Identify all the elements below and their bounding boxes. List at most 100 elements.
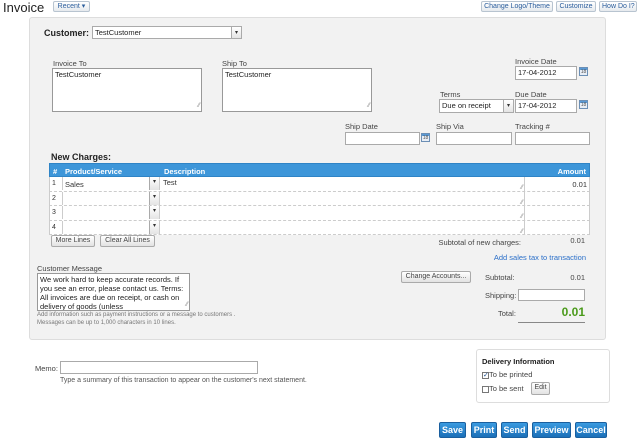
charge-row: 4 ▾ ⁄⁄ bbox=[49, 220, 590, 235]
invoice-to-textarea[interactable]: TestCustomer ⁄⁄ bbox=[52, 68, 202, 112]
subtotal-value: 0.01 bbox=[570, 273, 585, 282]
change-accounts-button[interactable]: Change Accounts... bbox=[401, 271, 471, 283]
due-date-label: Due Date bbox=[515, 90, 547, 99]
customer-message-value: We work hard to keep accurate records. I… bbox=[40, 275, 184, 311]
charges-table-header: # Product/Service Description Amount bbox=[49, 163, 590, 177]
memo-input[interactable] bbox=[60, 361, 258, 374]
print-button[interactable]: Print bbox=[471, 422, 497, 438]
charge-row: 3 ▾ ⁄⁄ bbox=[49, 206, 590, 221]
chevron-down-icon[interactable]: ▾ bbox=[503, 100, 513, 112]
ship-to-textarea[interactable]: TestCustomer ⁄⁄ bbox=[222, 68, 372, 112]
resize-grip-icon[interactable]: ⁄⁄ bbox=[520, 228, 523, 235]
customer-value: TestCustomer bbox=[95, 28, 142, 37]
ship-via-input[interactable] bbox=[436, 132, 512, 145]
customer-message-label: Customer Message bbox=[37, 264, 103, 273]
message-help-1: Add information such as payment instruct… bbox=[37, 312, 236, 318]
customer-label: Customer: bbox=[44, 28, 90, 38]
product-value: Sales bbox=[65, 180, 84, 189]
tracking-input[interactable] bbox=[515, 132, 590, 145]
chevron-down-icon[interactable]: ▾ bbox=[149, 206, 159, 219]
page-title: Invoice bbox=[3, 0, 45, 15]
to-be-sent-option[interactable]: To be sent bbox=[482, 384, 524, 393]
resize-grip-icon[interactable]: ⁄⁄ bbox=[520, 185, 523, 191]
chevron-down-icon[interactable]: ▾ bbox=[149, 177, 159, 190]
resize-grip-icon[interactable]: ⁄⁄ bbox=[520, 214, 523, 220]
delivery-info-box: Delivery Information ✓To be printed To b… bbox=[476, 349, 610, 403]
col-product: Product/Service bbox=[65, 167, 123, 176]
ship-via-label: Ship Via bbox=[436, 122, 464, 131]
send-button[interactable]: Send bbox=[501, 422, 528, 438]
delivery-title: Delivery Information bbox=[482, 357, 555, 366]
col-description: Description bbox=[164, 167, 206, 176]
amount-input[interactable] bbox=[525, 221, 590, 235]
to-be-sent-checkbox[interactable] bbox=[482, 385, 489, 393]
description-value: Test bbox=[163, 178, 177, 187]
terms-value: Due on receipt bbox=[442, 101, 491, 110]
new-charges-title: New Charges: bbox=[51, 152, 112, 162]
memo-label: Memo: bbox=[35, 364, 58, 373]
product-select[interactable]: Sales ▾ bbox=[62, 177, 160, 190]
terms-label: Terms bbox=[440, 90, 461, 99]
row-number: 2 bbox=[52, 194, 56, 202]
memo-help: Type a summary of this transaction to ap… bbox=[60, 377, 307, 384]
how-do-i-button[interactable]: How Do I? bbox=[599, 1, 637, 12]
chevron-down-icon[interactable]: ▾ bbox=[231, 27, 241, 38]
subtotal-label: Subtotal: bbox=[485, 273, 515, 282]
ship-to-label: Ship To bbox=[222, 59, 247, 68]
more-lines-button[interactable]: More Lines bbox=[51, 235, 95, 247]
cancel-button[interactable]: Cancel bbox=[575, 422, 607, 438]
chevron-down-icon[interactable]: ▾ bbox=[149, 220, 159, 234]
invoice-date-input[interactable]: 17-04-2012 bbox=[515, 66, 577, 80]
product-select[interactable]: ▾ bbox=[62, 220, 160, 234]
recent-button[interactable]: Recent ▾ bbox=[53, 1, 90, 12]
customize-button[interactable]: Customize bbox=[556, 1, 596, 12]
total-label: Total: bbox=[498, 309, 516, 318]
add-sales-tax-link[interactable]: Add sales tax to transaction bbox=[493, 253, 586, 262]
resize-grip-icon[interactable]: ⁄⁄ bbox=[185, 302, 188, 308]
due-date-input[interactable]: 17-04-2012 bbox=[515, 99, 577, 113]
description-textarea[interactable]: ⁄⁄ bbox=[161, 220, 525, 235]
shipping-label: Shipping: bbox=[485, 291, 517, 300]
calendar-icon[interactable]: 18 bbox=[579, 67, 588, 76]
chevron-down-icon[interactable]: ▾ bbox=[149, 191, 159, 205]
resize-grip-icon[interactable]: ⁄⁄ bbox=[197, 103, 200, 109]
subtotal-new-charges-value: 0.01 bbox=[570, 236, 585, 245]
to-be-sent-label: To be sent bbox=[489, 384, 524, 393]
preview-button[interactable]: Preview bbox=[532, 422, 571, 438]
save-button[interactable]: Save bbox=[439, 422, 466, 438]
charge-row: 2 ▾ ⁄⁄ bbox=[49, 191, 590, 206]
description-textarea[interactable]: Test ⁄⁄ bbox=[161, 177, 525, 191]
calendar-icon[interactable]: 18 bbox=[579, 100, 588, 109]
shipping-input[interactable] bbox=[518, 289, 585, 301]
ship-date-label: Ship Date bbox=[345, 122, 378, 131]
description-textarea[interactable]: ⁄⁄ bbox=[161, 206, 525, 220]
change-logo-theme-button[interactable]: Change Logo/Theme bbox=[481, 1, 553, 12]
customer-select[interactable]: TestCustomer ▾ bbox=[92, 26, 242, 39]
resize-grip-icon[interactable]: ⁄⁄ bbox=[520, 199, 523, 206]
invoice-to-label: Invoice To bbox=[53, 59, 87, 68]
total-value: 0.01 bbox=[561, 305, 585, 319]
row-number: 4 bbox=[52, 223, 56, 231]
product-select[interactable]: ▾ bbox=[62, 206, 160, 219]
amount-input[interactable] bbox=[525, 206, 590, 220]
to-be-printed-checkbox[interactable]: ✓ bbox=[482, 371, 489, 379]
clear-all-lines-button[interactable]: Clear All Lines bbox=[100, 235, 155, 247]
subtotal-new-charges-label: Subtotal of new charges: bbox=[438, 238, 521, 247]
amount-input[interactable] bbox=[525, 192, 590, 206]
product-select[interactable]: ▾ bbox=[62, 191, 160, 205]
calendar-icon[interactable]: 18 bbox=[421, 133, 430, 142]
tracking-label: Tracking # bbox=[515, 122, 550, 131]
resize-grip-icon[interactable]: ⁄⁄ bbox=[367, 103, 370, 109]
to-be-printed-option[interactable]: ✓To be printed bbox=[482, 370, 532, 379]
ship-date-input[interactable] bbox=[345, 132, 420, 145]
row-number: 3 bbox=[52, 209, 56, 216]
amount-input[interactable]: 0.01 bbox=[572, 180, 587, 189]
edit-button[interactable]: Edit bbox=[531, 382, 550, 395]
total-underline bbox=[518, 322, 585, 323]
invoice-to-value: TestCustomer bbox=[55, 70, 102, 79]
charge-row: 1 Sales ▾ Test ⁄⁄ 0.01 bbox=[49, 177, 590, 192]
description-textarea[interactable]: ⁄⁄ bbox=[161, 191, 525, 206]
customer-message-textarea[interactable]: We work hard to keep accurate records. I… bbox=[37, 273, 190, 311]
invoice-date-label: Invoice Date bbox=[515, 57, 557, 66]
terms-select[interactable]: Due on receipt ▾ bbox=[439, 99, 514, 113]
